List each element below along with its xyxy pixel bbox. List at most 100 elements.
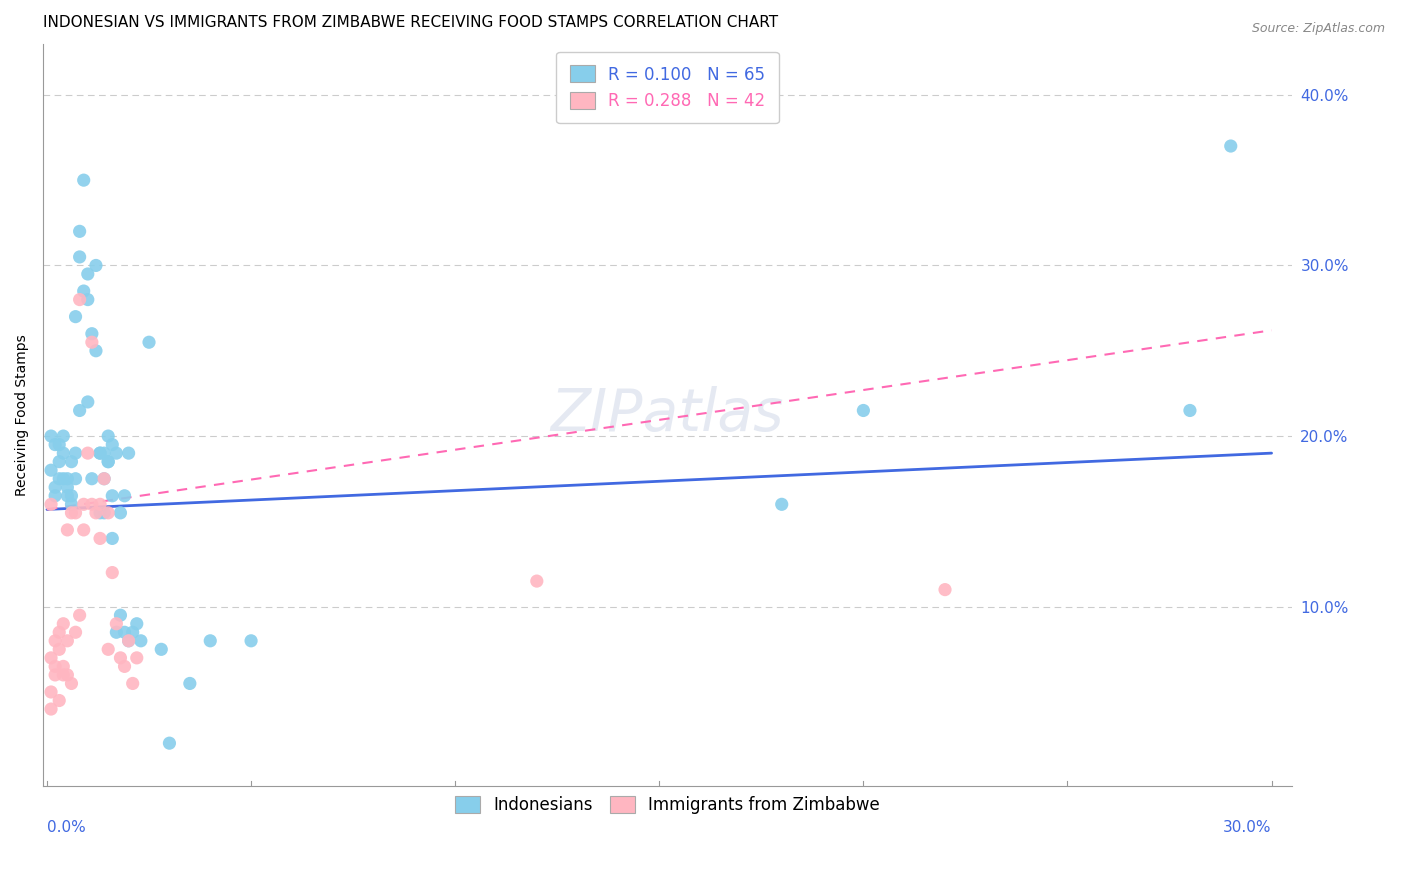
Point [93, 506, 115, 520]
Point [65, 625, 87, 640]
Point [60, 489, 83, 503]
Point [110, 506, 132, 520]
Point [73, 173, 96, 187]
Point [138, 335, 160, 350]
Point [76, 395, 98, 409]
Point [121, 625, 143, 640]
Legend: Indonesians, Immigrants from Zimbabwe: Indonesians, Immigrants from Zimbabwe [443, 784, 891, 826]
Point [97, 455, 120, 469]
Point [60, 455, 83, 469]
Point [1178, 403, 1201, 417]
Point [114, 625, 136, 640]
Point [240, 633, 263, 648]
Point [52, 446, 75, 460]
Point [117, 633, 139, 648]
Point [101, 489, 124, 503]
Point [39, 429, 62, 443]
Text: 0.0%: 0.0% [46, 820, 86, 835]
Point [93, 472, 115, 486]
Point [852, 403, 875, 417]
Point [97, 506, 120, 520]
Point [65, 472, 87, 486]
Point [39, 497, 62, 511]
Point [65, 446, 87, 460]
Point [56, 472, 79, 486]
Point [110, 608, 132, 623]
Point [73, 497, 96, 511]
Point [60, 676, 83, 690]
Point [125, 616, 148, 631]
Point [73, 284, 96, 298]
Point [76, 446, 98, 460]
Point [159, 736, 181, 750]
Point [1219, 139, 1241, 153]
Point [179, 676, 201, 690]
Point [52, 616, 75, 631]
Point [117, 446, 139, 460]
Point [89, 446, 111, 460]
Point [69, 608, 91, 623]
Point [65, 310, 87, 324]
Point [56, 489, 79, 503]
Text: INDONESIAN VS IMMIGRANTS FROM ZIMBABWE RECEIVING FOOD STAMPS CORRELATION CHART: INDONESIAN VS IMMIGRANTS FROM ZIMBABWE R… [44, 15, 778, 30]
Point [770, 497, 793, 511]
Point [39, 685, 62, 699]
Point [105, 616, 128, 631]
Point [101, 566, 124, 580]
Point [52, 472, 75, 486]
Text: 30.0%: 30.0% [1223, 820, 1271, 835]
Point [89, 532, 111, 546]
Point [69, 250, 91, 264]
Point [97, 429, 120, 443]
Point [80, 335, 103, 350]
Point [69, 293, 91, 307]
Point [200, 633, 222, 648]
Point [121, 676, 143, 690]
Point [526, 574, 548, 588]
Point [93, 446, 115, 460]
Point [89, 446, 111, 460]
Point [48, 693, 70, 707]
Point [84, 259, 107, 273]
Point [44, 480, 66, 494]
Point [125, 651, 148, 665]
Point [89, 497, 111, 511]
Point [52, 429, 75, 443]
Point [80, 326, 103, 341]
Point [44, 659, 66, 673]
Point [93, 472, 115, 486]
Point [69, 403, 91, 417]
Point [105, 446, 128, 460]
Text: Source: ZipAtlas.com: Source: ZipAtlas.com [1251, 22, 1385, 36]
Point [56, 480, 79, 494]
Point [48, 642, 70, 657]
Point [84, 506, 107, 520]
Point [114, 489, 136, 503]
Point [44, 437, 66, 451]
Point [39, 702, 62, 716]
Point [65, 506, 87, 520]
Point [80, 497, 103, 511]
Point [80, 472, 103, 486]
Point [52, 659, 75, 673]
Point [60, 497, 83, 511]
Point [934, 582, 956, 597]
Point [69, 224, 91, 238]
Point [39, 463, 62, 477]
Point [52, 668, 75, 682]
Point [117, 633, 139, 648]
Point [89, 506, 111, 520]
Point [39, 651, 62, 665]
Point [44, 633, 66, 648]
Point [97, 642, 120, 657]
Point [150, 642, 173, 657]
Point [114, 659, 136, 673]
Point [84, 343, 107, 358]
Point [48, 472, 70, 486]
Point [48, 455, 70, 469]
Point [101, 437, 124, 451]
Point [44, 489, 66, 503]
Text: ZIPatlas: ZIPatlas [551, 386, 785, 443]
Point [97, 455, 120, 469]
Point [56, 668, 79, 682]
